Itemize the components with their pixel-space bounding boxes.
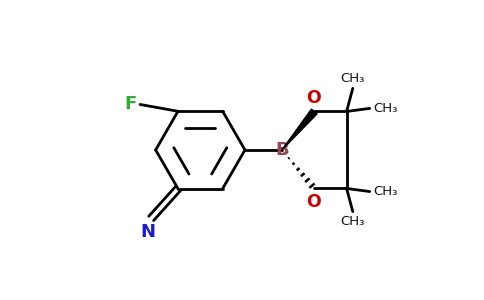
Text: F: F	[124, 95, 136, 113]
Polygon shape	[282, 109, 317, 150]
Text: O: O	[306, 89, 321, 107]
Text: O: O	[306, 193, 321, 211]
Text: CH₃: CH₃	[341, 72, 365, 85]
Text: N: N	[141, 223, 156, 241]
Text: B: B	[275, 141, 289, 159]
Text: CH₃: CH₃	[341, 214, 365, 228]
Text: CH₃: CH₃	[373, 185, 397, 198]
Text: CH₃: CH₃	[373, 102, 397, 115]
